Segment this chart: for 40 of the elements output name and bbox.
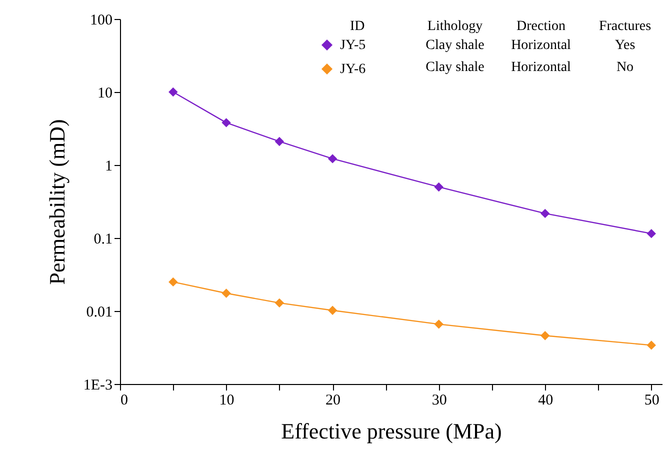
annotation: Lithology [427, 19, 483, 34]
annotation: Fractures [598, 19, 652, 34]
y-axis-title: Permeability (mD) [44, 119, 70, 285]
point [328, 306, 338, 315]
legend-label: JY-6 [340, 62, 366, 77]
annotation: Clay shale [426, 38, 484, 53]
point [168, 87, 178, 97]
y-tick-label: 0.01 [86, 304, 112, 320]
annotation: Horizontal [511, 60, 572, 75]
point [646, 340, 656, 350]
point [540, 331, 550, 340]
point [434, 320, 444, 329]
x-tick-label: 50 [644, 392, 660, 408]
x-tick-label: 0 [120, 392, 128, 408]
x-tick-label: 20 [326, 392, 341, 408]
x-tick-label: 40 [538, 392, 554, 408]
point [434, 182, 444, 192]
y-tick-label: 1 [105, 158, 112, 174]
annotation: Drection [516, 19, 566, 34]
y-tick-label: 1E-3 [83, 378, 112, 394]
annotation: Horizontal [511, 38, 572, 53]
x-tick-label: 10 [219, 392, 234, 408]
point [646, 228, 656, 238]
x-axis-title: Effective pressure (MPa) [281, 418, 502, 444]
point [274, 298, 284, 308]
point [222, 118, 231, 128]
annotation: No [616, 60, 634, 75]
annotation: Clay shale [426, 60, 484, 75]
legend-title: ID [350, 19, 365, 34]
y-tick-label: 10 [98, 86, 112, 102]
legend-label: JY-5 [340, 38, 366, 53]
point [540, 208, 550, 218]
y-tick-label: 0.1 [94, 232, 112, 248]
point [274, 136, 284, 146]
x-tick-label: 30 [432, 392, 447, 408]
point [222, 288, 231, 298]
y-tick-label: 100 [90, 12, 112, 28]
annotation: Yes [614, 38, 636, 53]
point [168, 277, 178, 287]
point [328, 154, 338, 164]
